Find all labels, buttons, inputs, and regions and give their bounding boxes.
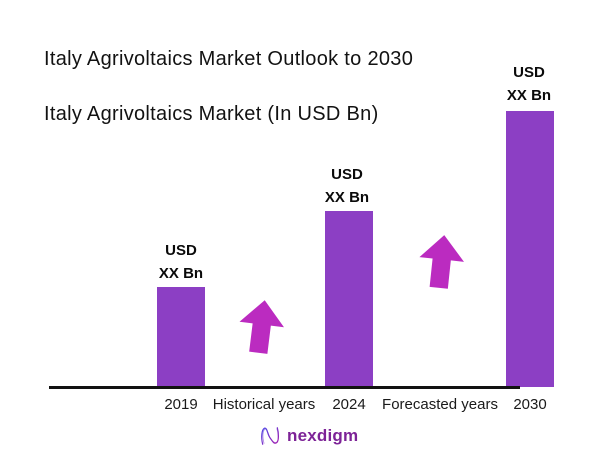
bar-value-line2: XX Bn (506, 87, 552, 104)
growth-arrow-icon (419, 235, 464, 289)
axis-label-2030: 2030 (513, 396, 547, 413)
bar-value-label-2030: USD XX Bn (479, 61, 579, 107)
chart-subtitle: Italy Agrivoltaics Market (In USD Bn) (44, 103, 379, 125)
bar-value-line2: XX Bn (324, 189, 370, 206)
bar-value-line1: USD (165, 242, 197, 259)
bar-2024 (325, 211, 373, 387)
x-axis-line (49, 386, 520, 389)
bar-value-line2: XX Bn (158, 265, 204, 282)
bar-2030 (506, 111, 554, 387)
bar-value-label-2024: USD XX Bn (297, 163, 397, 209)
axis-label-2019: 2019 (164, 396, 198, 413)
brand-logo: nexdigm (259, 425, 358, 447)
bar-2019 (157, 287, 205, 387)
bar-value-line1: USD (513, 64, 545, 81)
page-title: Italy Agrivoltaics Market Outlook to 203… (44, 48, 414, 70)
axis-label-historical-years: Historical years (212, 396, 316, 413)
nexdigm-n-icon (261, 427, 280, 445)
axis-label-forecasted-years: Forecasted years (382, 396, 498, 413)
bar-value-line1: USD (331, 166, 363, 183)
axis-label-2024: 2024 (332, 396, 366, 413)
bar-value-label-2019: USD XX Bn (131, 239, 231, 285)
growth-arrow-icon (239, 300, 284, 354)
brand-name: nexdigm (287, 426, 359, 445)
